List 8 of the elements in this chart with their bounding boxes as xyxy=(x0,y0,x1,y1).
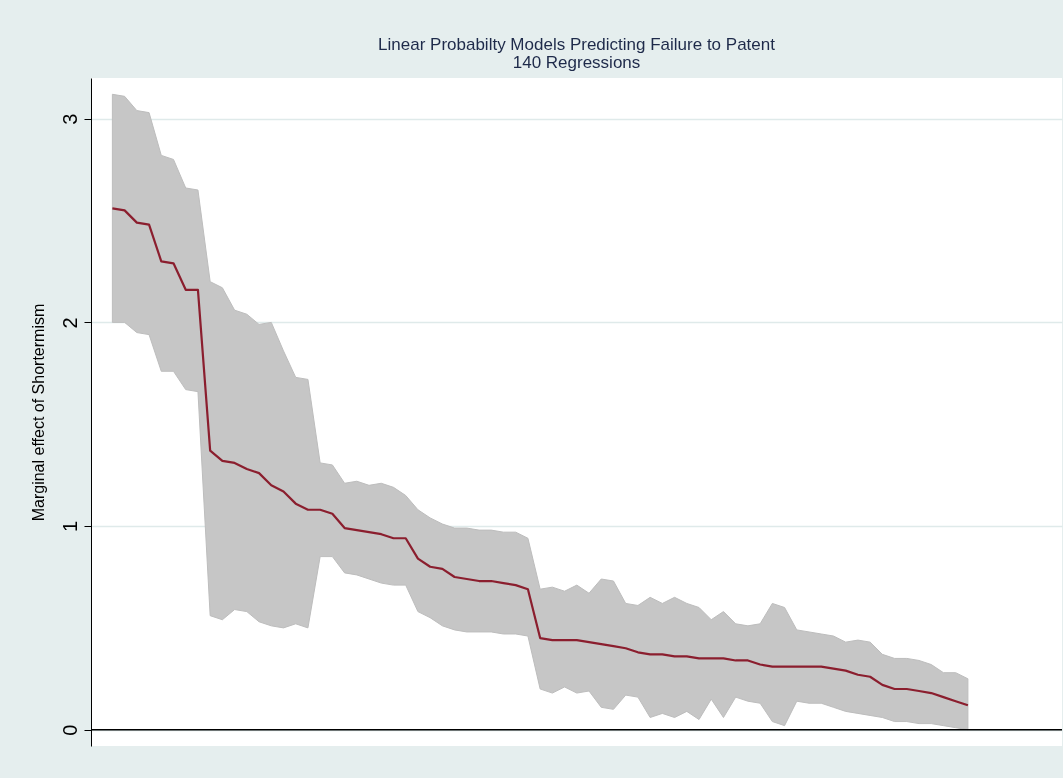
y-tick-label: 2 xyxy=(58,317,81,329)
chart-title: Linear Probabilty Models Predicting Failure to Patent xyxy=(378,35,776,54)
y-axis-title: Marginal effect of Shortermism xyxy=(29,303,47,522)
y-tick-label: 3 xyxy=(58,113,81,125)
chart-subtitle: 140 Regressions xyxy=(512,53,641,72)
line-series xyxy=(111,207,969,707)
y-tick-label: 1 xyxy=(58,520,81,533)
y-tick-label: 0 xyxy=(58,724,81,736)
